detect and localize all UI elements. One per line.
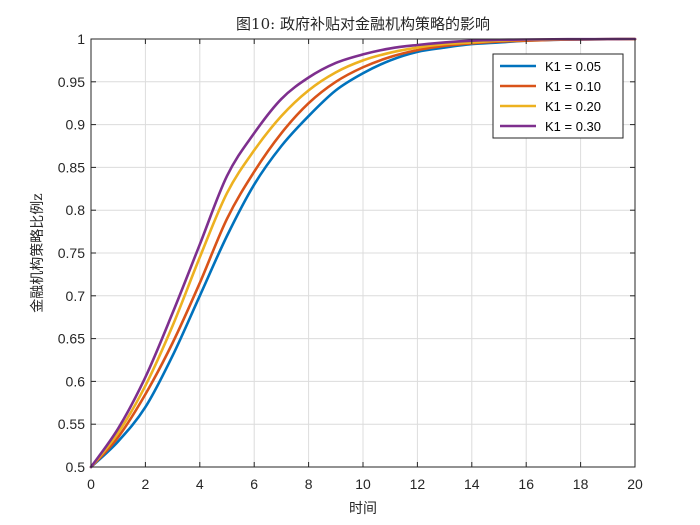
- y-axis-ticks: 0.5 0.55 0.6 0.65 0.7 0.75 0.8 0.85 0.9 0.95 1: [58, 31, 635, 475]
- x-tick-label: 4: [196, 476, 204, 492]
- y-tick-label: 0.95: [58, 74, 85, 90]
- y-tick-label: 0.65: [58, 331, 85, 347]
- x-tick-label: 20: [627, 476, 643, 492]
- x-axis-label: 时间: [349, 501, 377, 517]
- legend-label-4: K1 = 0.30: [545, 119, 601, 134]
- x-tick-label: 8: [305, 476, 313, 492]
- x-tick-label: 12: [410, 476, 426, 492]
- y-tick-label: 0.85: [58, 159, 85, 175]
- x-tick-label: 18: [573, 476, 589, 492]
- y-axis-label: 金融机构策略比例z: [29, 193, 46, 312]
- y-tick-label: 0.9: [66, 117, 86, 133]
- x-tick-label: 16: [518, 476, 534, 492]
- x-tick-label: 14: [464, 476, 480, 492]
- series-lines: [89, 37, 637, 469]
- x-axis-ticks: 0 2 4 6 8 10 12 14 16 18 20: [87, 39, 643, 492]
- y-tick-label: 0.7: [66, 288, 86, 304]
- y-tick-label: 0.55: [58, 416, 85, 432]
- legend: K1 = 0.05 K1 = 0.10 K1 = 0.20 K1 = 0.30: [492, 53, 624, 139]
- legend-box: [492, 53, 624, 139]
- y-tick-label: 0.75: [58, 245, 85, 261]
- legend-label-2: K1 = 0.10: [545, 79, 601, 94]
- y-tick-label: 1: [77, 31, 85, 47]
- y-tick-label: 0.8: [66, 202, 86, 218]
- x-tick-label: 2: [142, 476, 150, 492]
- x-tick-label: 0: [87, 476, 95, 492]
- chart-title: 图10: 政府补贴对金融机构策略的影响: [236, 15, 490, 33]
- x-tick-label: 10: [355, 476, 371, 492]
- y-tick-label: 0.6: [66, 373, 86, 389]
- legend-label-1: K1 = 0.05: [545, 59, 601, 74]
- y-tick-label: 0.5: [66, 459, 86, 475]
- legend-label-3: K1 = 0.20: [545, 99, 601, 114]
- x-tick-label: 6: [250, 476, 258, 492]
